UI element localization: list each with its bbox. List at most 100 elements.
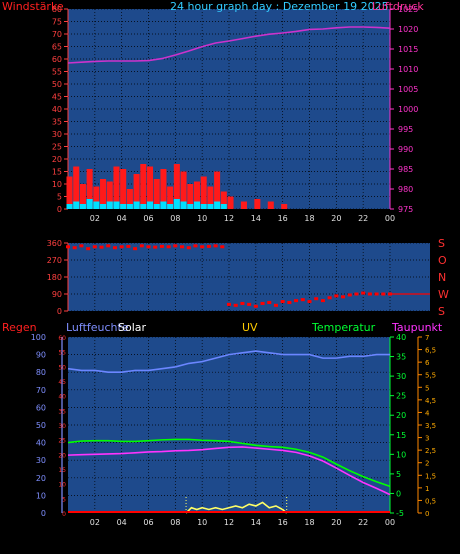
uv-tick-label: 7 <box>425 334 429 342</box>
wind-dir-point <box>213 244 218 248</box>
left-tick-label: 15 <box>52 168 62 177</box>
right-tick-label: 980 <box>398 185 413 194</box>
compass-label: S <box>438 305 445 318</box>
temp-tick-label: 30 <box>396 372 406 381</box>
left-tick-label: 50 <box>52 80 62 89</box>
humidity-tick-label: 0 <box>41 509 46 518</box>
left-axis-label: Windstärke <box>2 0 64 13</box>
wind_avg-bar <box>73 201 80 209</box>
wind-dir-point <box>347 293 352 297</box>
temperature-ticks: -5 0 5 10 15 20 25 30 35 40 <box>389 333 406 518</box>
right-tick-label: 1005 <box>398 85 418 94</box>
left-tick-label: 30 <box>52 130 62 139</box>
wind-dir-point <box>367 292 372 296</box>
wind-dir-point <box>106 244 111 248</box>
wind_gust-bar <box>140 164 147 209</box>
wind_gust-bar <box>214 171 221 209</box>
wind-dir-point <box>233 303 238 307</box>
left-tick-label: 0 <box>57 307 62 316</box>
wind-dir-point <box>334 294 339 298</box>
wind_gust-bar <box>147 166 154 209</box>
wind_gust-bar <box>180 171 187 209</box>
regen-tick-label: 60 <box>58 335 66 342</box>
wind_avg-bar <box>173 199 180 209</box>
wind_gust-bar <box>113 166 120 209</box>
temp-tick-label: 35 <box>396 353 406 362</box>
pressure-line <box>67 26 391 64</box>
humidity-tick-label: 10 <box>36 491 46 500</box>
wind_avg-bar <box>86 199 93 209</box>
wind_avg-bar <box>120 204 127 209</box>
wind_avg-bar <box>106 201 113 209</box>
left-tick-label: 0 <box>57 205 62 214</box>
grid-panel2 <box>68 242 430 312</box>
wind_gust-bar <box>120 169 127 209</box>
wind_gust-bar <box>227 196 234 209</box>
wind_gust-bar <box>200 176 207 209</box>
wind_gust-bar <box>126 189 133 209</box>
x-tick-label: 08 <box>170 518 180 527</box>
wind-dir-point <box>267 301 272 304</box>
regen-tick-label: 0 <box>62 511 66 518</box>
wind_avg-bar <box>187 204 194 209</box>
right-tick-label: 1010 <box>398 65 418 74</box>
wind-dir-point <box>79 244 84 248</box>
left-tick-label: 45 <box>52 93 62 102</box>
label-solar: Solar <box>118 321 147 334</box>
regen-tick-label: 50 <box>58 364 66 371</box>
wind_gust-bar <box>106 181 113 209</box>
regen-tick-label: 30 <box>58 423 66 430</box>
wind-dir-point <box>139 244 144 248</box>
wind_gust-bar <box>187 184 194 209</box>
wind_avg-bar <box>147 201 154 209</box>
wind-dir-point <box>180 245 185 249</box>
left-tick-label: 5 <box>57 193 62 202</box>
right-tick-label: 1015 <box>398 45 418 54</box>
left-tick-label: 90 <box>52 290 62 299</box>
right-ticks-panel1: 975 980 985 990 995 1000 1005 1010 1015 1020 1025 <box>389 5 418 214</box>
uv-tick-label: 0 <box>425 510 429 518</box>
x-ticks-panel1: 02 04 06 08 10 12 14 16 18 20 22 00 <box>90 214 395 223</box>
wind_avg-bar <box>193 201 200 209</box>
series-panel1 <box>66 26 391 209</box>
uv-tick-label: 4 <box>425 409 430 417</box>
uv-tick-label: 5,5 <box>425 372 436 380</box>
temp-tick-label: 40 <box>396 333 406 342</box>
wind_gust-bar <box>281 204 288 209</box>
wind_avg-bar <box>160 201 167 209</box>
wind-dir-point <box>253 304 258 308</box>
series-panel3 <box>67 350 391 514</box>
uv-tick-label: 0,5 <box>425 497 436 505</box>
wind-dir-point <box>374 292 379 296</box>
x-tick-label: 04 <box>117 518 127 527</box>
wind-dir-point <box>314 297 319 301</box>
wind-dir-point <box>186 246 191 250</box>
wind-dir-point <box>381 292 386 296</box>
x-tick-label: 04 <box>117 214 127 223</box>
regen-tick-label: 35 <box>58 408 66 415</box>
wind_gust-bar <box>240 201 247 209</box>
x-tick-label: 22 <box>358 518 368 527</box>
wind-dir-point <box>153 245 158 249</box>
left-ticks-panel1: 0 5 10 15 20 25 30 35 40 45 50 55 60 65 70 75 80 <box>52 5 69 214</box>
left-tick-label: 20 <box>52 155 62 164</box>
solar-line <box>185 501 288 514</box>
wind_gust-bar <box>100 179 107 209</box>
uv-ticks: 0 0,5 1 1,5 2 2,5 3 3,5 4 4,5 5 5,5 6 6,5 7 <box>417 334 436 518</box>
wind-dir-point <box>133 247 138 251</box>
wind_gust-bar <box>133 174 140 209</box>
wind-dir-point <box>220 245 225 249</box>
temperature-line <box>67 438 391 488</box>
wind_avg-bar <box>100 204 107 209</box>
x-tick-label: 10 <box>197 518 207 527</box>
wind_gust-bar <box>173 164 180 209</box>
wind-dir-point <box>86 247 91 251</box>
left-tick-label: 60 <box>52 55 62 64</box>
uv-tick-label: 1 <box>425 485 429 493</box>
humidity-tick-label: 70 <box>36 386 46 395</box>
wind_gust-bar <box>66 176 73 209</box>
humidity-tick-label: 80 <box>36 368 46 377</box>
